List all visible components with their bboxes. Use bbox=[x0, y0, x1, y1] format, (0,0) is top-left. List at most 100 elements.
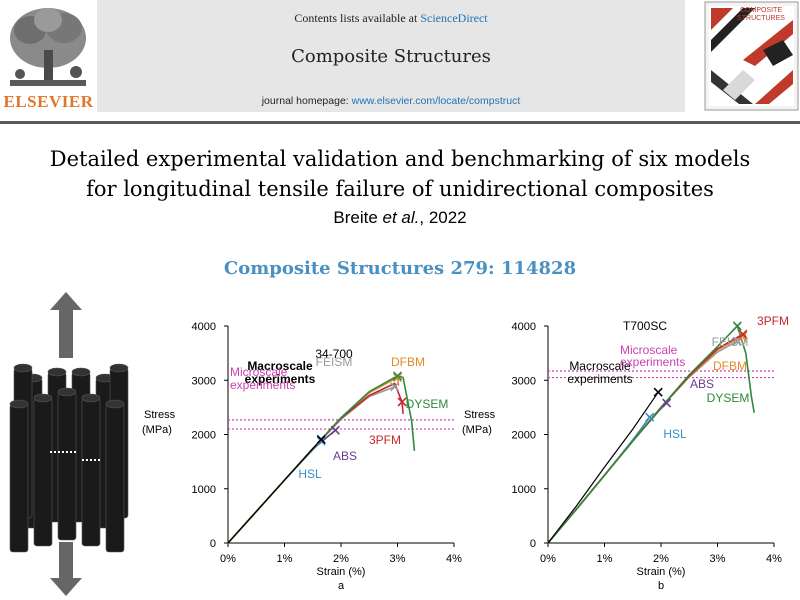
author-year: , 2022 bbox=[419, 208, 467, 227]
marker-stroke bbox=[645, 412, 655, 422]
marker-stroke bbox=[738, 329, 748, 339]
series-label-feism: FEISM bbox=[712, 335, 749, 349]
series-label-hsl: HSL bbox=[298, 467, 322, 481]
series-label-macroscale-experiments: Macroscale bbox=[569, 359, 631, 373]
fiber-cylinders bbox=[9, 363, 129, 553]
y-axis-label-line1: Stress bbox=[144, 409, 176, 421]
x-tick-label: 4% bbox=[446, 553, 462, 565]
series-label-feism: FEISM bbox=[316, 355, 353, 369]
tension-arrow-up-icon bbox=[50, 292, 82, 358]
x-axis-label: Strain (%) bbox=[317, 566, 366, 578]
series-label-dfbm: DFBM bbox=[713, 359, 747, 373]
elsevier-logo bbox=[0, 0, 97, 118]
journal-banner bbox=[97, 0, 685, 112]
cover-title-line2: STRUCTURES bbox=[737, 15, 785, 22]
failure-marker-hsl bbox=[645, 412, 655, 422]
homepage-prefix: journal homepage: bbox=[261, 95, 349, 107]
series-label-macroscale-experiments: Macroscale bbox=[247, 359, 313, 373]
failure-marker-abs bbox=[662, 398, 672, 408]
marker-stroke bbox=[316, 434, 326, 444]
failure-marker-hsl bbox=[316, 436, 326, 446]
marker-stroke bbox=[653, 387, 663, 397]
journal-name: Composite Structures bbox=[291, 46, 491, 67]
series-label-macroscale-experiments: experiments bbox=[245, 372, 316, 386]
series-label-dysem: DYSEM bbox=[406, 397, 449, 411]
tension-arrow-down-icon bbox=[50, 542, 82, 596]
series-feism bbox=[227, 386, 395, 544]
marker-stroke bbox=[316, 436, 326, 446]
author-etal: et al. bbox=[382, 208, 420, 227]
failure-marker-macroscale-experiments bbox=[316, 434, 326, 444]
marker-stroke bbox=[732, 321, 742, 331]
y-tick-label: 4000 bbox=[512, 321, 536, 333]
chart-title: 34-700 bbox=[315, 347, 353, 361]
authors-line: Breite et al., 2022 bbox=[0, 208, 800, 228]
failure-marker-macroscale-experiments bbox=[653, 387, 663, 397]
marker-stroke bbox=[330, 425, 340, 435]
series-label-abs: ABS bbox=[690, 377, 714, 391]
homepage-link[interactable]: www.elsevier.com/locate/compstruct bbox=[351, 95, 521, 107]
series-label-hsl: HSL bbox=[663, 427, 687, 441]
marker-stroke bbox=[392, 372, 403, 383]
x-axis-label: Strain (%) bbox=[637, 566, 686, 578]
failure-marker-feism bbox=[390, 382, 400, 392]
x-tick-label: 3% bbox=[710, 553, 726, 565]
series-label-3pfm: 3PFM bbox=[369, 433, 401, 447]
author-name: Breite bbox=[333, 208, 378, 227]
y-tick-label: 1000 bbox=[192, 484, 216, 496]
series-macroscale-experiments bbox=[547, 391, 659, 544]
y-tick-label: 4000 bbox=[192, 321, 216, 333]
y-axis-label-line2: (MPa) bbox=[142, 424, 172, 436]
failure-marker-3pfm bbox=[738, 329, 748, 339]
contents-prefix: Contents lists available at bbox=[294, 11, 418, 25]
y-axis-label-line2: (MPa) bbox=[462, 424, 492, 436]
series-label-macroscale-experiments: experiments bbox=[567, 372, 632, 386]
header-divider bbox=[0, 121, 800, 124]
series-label-microscale-experiments: Microscale bbox=[230, 365, 288, 379]
y-tick-label: 2000 bbox=[192, 430, 216, 442]
cover-title-line1: COMPOSITE bbox=[740, 7, 782, 14]
failure-marker-3pfm bbox=[397, 397, 407, 407]
panel-label: a bbox=[338, 580, 345, 592]
y-axis-label-line1: Stress bbox=[464, 409, 496, 421]
marker-stroke bbox=[738, 331, 748, 341]
x-tick-label: 0% bbox=[220, 553, 236, 565]
series-macroscale-experiments bbox=[227, 438, 322, 544]
x-tick-label: 4% bbox=[766, 553, 782, 565]
marker-stroke bbox=[662, 398, 672, 408]
marker-stroke bbox=[392, 371, 403, 381]
paper-title-line1: Detailed experimental validation and ben… bbox=[49, 147, 751, 171]
failure-marker-dysem bbox=[732, 321, 742, 331]
publisher-name: ELSEVIER bbox=[3, 92, 94, 111]
sciencedirect-link[interactable]: ScienceDirect bbox=[420, 11, 488, 25]
y-tick-label: 2000 bbox=[512, 430, 536, 442]
failure-marker-abs bbox=[330, 425, 340, 435]
chart-a-34-700: 0% 1% 2% 3% 4% 0 1000 2000 3000 4000 Strain (%) a St… bbox=[142, 321, 462, 592]
series-3pfm bbox=[227, 382, 404, 544]
y-tick-label: 3000 bbox=[512, 375, 536, 387]
fiber-break-marks bbox=[50, 451, 100, 461]
series-label-microscale-experiments: Microscale bbox=[620, 343, 678, 357]
x-tick-label: 0% bbox=[540, 553, 556, 565]
series-label-dysem: DYSEM bbox=[707, 391, 750, 405]
y-tick-label: 1000 bbox=[512, 484, 536, 496]
homepage-line: journal homepage: www.elsevier.com/locat… bbox=[97, 95, 685, 107]
x-tick-label: 2% bbox=[333, 553, 349, 565]
elsevier-tree-icon bbox=[0, 0, 97, 92]
y-tick-label: 0 bbox=[530, 538, 536, 550]
series-dfbm bbox=[227, 376, 400, 544]
series-dysem bbox=[227, 375, 416, 544]
panel-label: b bbox=[658, 580, 664, 592]
contents-line: Contents lists available at ScienceDirec… bbox=[97, 11, 685, 26]
journal-cover-image: COMPOSITE STRUCTURES bbox=[704, 1, 799, 111]
y-tick-label: 0 bbox=[210, 538, 216, 550]
x-tick-label: 3% bbox=[390, 553, 406, 565]
chart-title: T700SC bbox=[623, 319, 667, 333]
marker-stroke bbox=[397, 397, 407, 407]
x-tick-label: 1% bbox=[277, 553, 293, 565]
y-tick-label: 3000 bbox=[192, 375, 216, 387]
journal-cover: COMPOSITE STRUCTURES bbox=[703, 0, 800, 112]
x-tick-label: 1% bbox=[597, 553, 613, 565]
marker-stroke bbox=[390, 382, 400, 392]
failure-marker-dysem bbox=[392, 371, 403, 381]
